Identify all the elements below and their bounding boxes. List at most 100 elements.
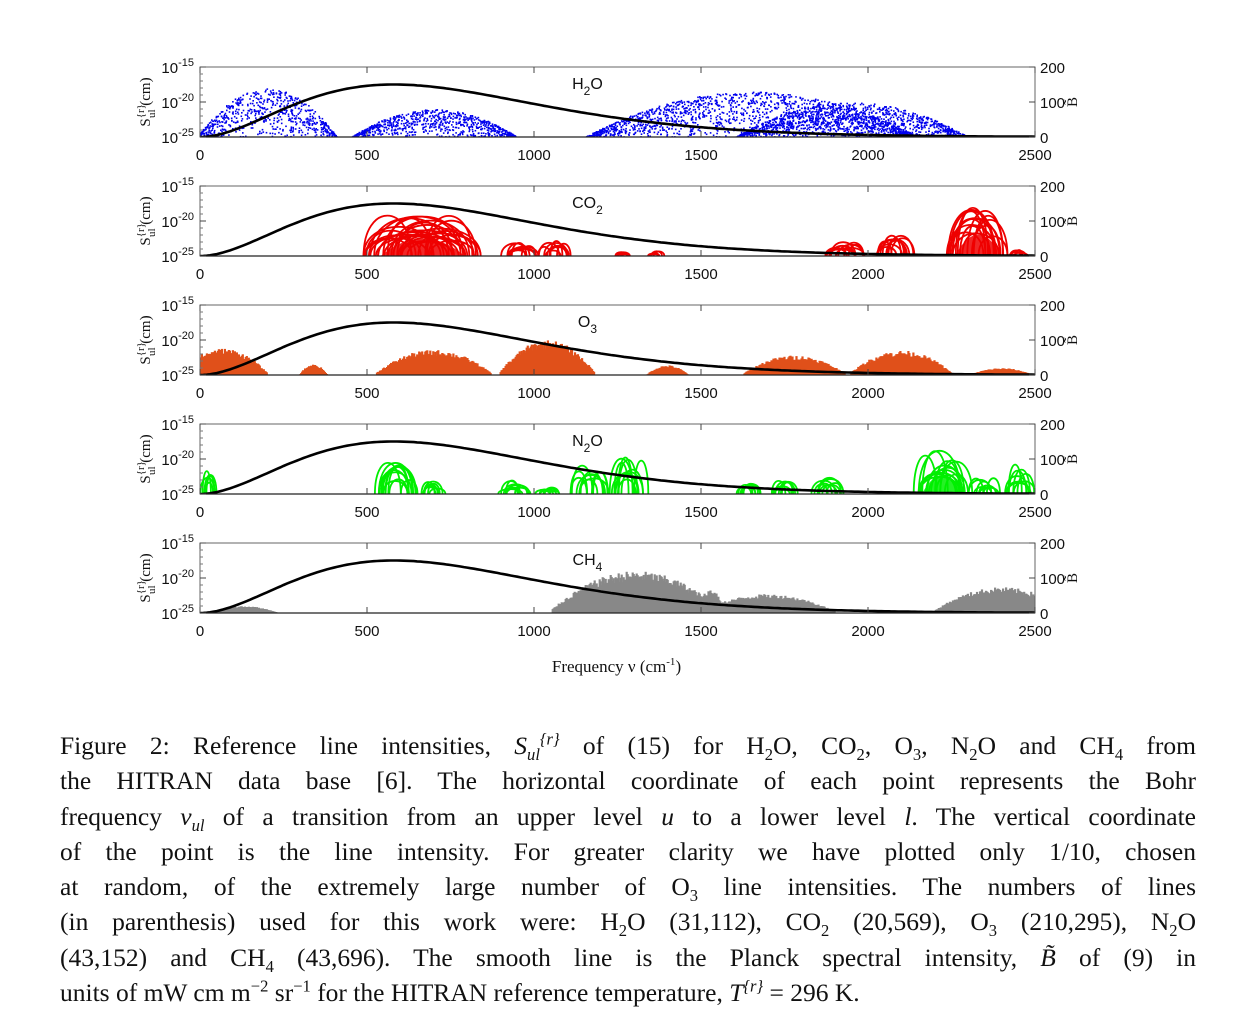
line-point — [507, 133, 509, 135]
line-point — [694, 100, 696, 102]
line-point — [742, 100, 744, 102]
line-point — [788, 122, 791, 125]
band-o3 — [375, 350, 492, 375]
line-point — [470, 125, 473, 128]
line-point — [868, 106, 871, 108]
line-point — [653, 131, 656, 134]
line-point — [673, 132, 675, 135]
line-point — [228, 134, 230, 136]
line-point — [845, 113, 848, 115]
line-point — [770, 126, 772, 129]
line-point — [214, 120, 217, 123]
line-point — [789, 104, 792, 106]
line-point — [783, 127, 786, 130]
line-point — [804, 134, 807, 137]
line-point — [909, 123, 912, 125]
line-point — [381, 120, 383, 122]
line-point — [760, 104, 762, 107]
line-point — [482, 124, 485, 126]
line-point — [284, 92, 286, 94]
line-point — [855, 113, 857, 116]
line-point — [730, 122, 732, 124]
line-point — [372, 127, 375, 130]
line-point — [448, 135, 451, 137]
line-point — [887, 118, 890, 121]
line-point — [812, 103, 815, 106]
line-point — [843, 116, 845, 118]
line-point — [765, 132, 768, 135]
line-point — [303, 121, 306, 123]
line-point — [859, 122, 862, 124]
line-point — [787, 124, 790, 127]
line-point — [764, 108, 767, 110]
line-point — [228, 106, 231, 108]
line-point — [656, 119, 659, 122]
line-point — [240, 99, 242, 101]
line-point — [274, 133, 276, 135]
line-point — [776, 133, 778, 135]
line-point — [833, 110, 836, 112]
line-point — [326, 131, 328, 134]
y-tick-base: 10 — [161, 249, 178, 266]
line-point — [670, 104, 673, 107]
line-point — [851, 115, 854, 117]
line-point — [368, 126, 371, 129]
line-point — [618, 130, 621, 132]
line-point — [821, 114, 824, 116]
line-point — [590, 135, 592, 137]
line-point — [931, 120, 933, 123]
line-point — [320, 131, 323, 133]
line-point — [205, 131, 207, 134]
line-point — [404, 122, 407, 124]
line-point — [851, 113, 854, 116]
line-point — [434, 123, 437, 125]
line-point — [699, 103, 701, 106]
line-point — [777, 103, 780, 106]
line-point — [952, 133, 954, 136]
line-point — [709, 96, 712, 98]
line-point — [463, 119, 466, 122]
line-point — [392, 122, 394, 124]
line-point — [600, 133, 603, 136]
line-point — [821, 100, 823, 103]
line-point — [780, 99, 782, 102]
line-point — [266, 101, 269, 103]
molecule-label-sub: 2 — [584, 84, 591, 98]
line-point — [677, 104, 680, 106]
line-point — [830, 129, 832, 131]
line-point — [663, 107, 666, 110]
line-point — [820, 110, 822, 112]
line-point — [358, 134, 360, 137]
line-point — [632, 115, 634, 118]
line-point — [871, 127, 874, 129]
line-point — [279, 96, 282, 98]
line-point — [251, 127, 254, 129]
line-point — [651, 128, 654, 130]
line-point — [773, 119, 776, 122]
line-point — [855, 112, 857, 115]
line-point — [599, 132, 601, 134]
line-point — [674, 128, 677, 131]
line-point — [837, 128, 840, 130]
y-tick-base: 10 — [161, 179, 178, 196]
line-point — [800, 124, 803, 126]
line-point — [743, 94, 746, 96]
line-point — [939, 123, 942, 125]
line-point — [789, 115, 791, 118]
line-point — [593, 133, 596, 136]
line-point — [314, 131, 317, 133]
line-point — [915, 117, 918, 120]
line-point — [666, 131, 668, 134]
line-point — [431, 110, 434, 112]
line-point — [249, 108, 252, 111]
line-point — [620, 126, 623, 129]
line-point — [958, 131, 960, 133]
line-point — [327, 131, 329, 133]
line-point — [898, 128, 901, 130]
line-arc — [538, 241, 561, 256]
line-point — [775, 127, 777, 129]
line-point — [639, 112, 642, 114]
line-point — [277, 114, 280, 116]
line-point — [612, 130, 615, 133]
line-point — [839, 113, 842, 116]
